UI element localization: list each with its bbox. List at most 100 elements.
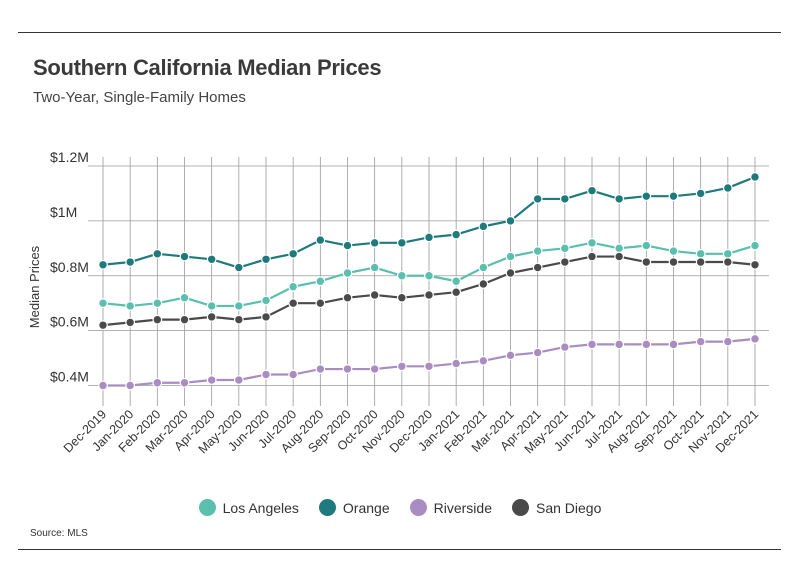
data-point-san-diego: [451, 287, 462, 298]
data-point-los-angeles: [342, 268, 353, 278]
data-point-riverside: [614, 339, 625, 350]
data-point-orange: [451, 229, 462, 240]
data-point-riverside: [587, 339, 597, 350]
legend-label: San Diego: [535, 499, 602, 516]
data-point-san-diego: [722, 257, 733, 267]
data-point-orange: [152, 248, 163, 259]
data-point-los-angeles: [722, 248, 733, 259]
chart-subtitle: Two-Year, Single-Family Homes: [33, 89, 246, 106]
data-point-los-angeles: [233, 301, 244, 311]
data-point-san-diego: [396, 292, 407, 303]
data-point-san-diego: [206, 312, 217, 322]
data-point-riverside: [532, 347, 543, 358]
data-point-los-angeles: [587, 237, 597, 248]
data-point-riverside: [451, 358, 462, 369]
data-point-los-angeles: [750, 240, 760, 251]
data-point-orange: [532, 194, 543, 204]
data-point-los-angeles: [505, 251, 516, 262]
data-point-san-diego: [587, 251, 597, 262]
data-point-san-diego: [125, 317, 136, 328]
legend-swatch: [318, 499, 336, 516]
data-point-orange: [261, 254, 271, 265]
data-point-riverside: [424, 361, 434, 372]
data-point-san-diego: [532, 262, 543, 273]
data-point-orange: [98, 259, 108, 270]
data-point-los-angeles: [695, 248, 706, 259]
data-point-san-diego: [668, 257, 679, 267]
chart-legend: Los Angeles Orange Riverside San Diego: [0, 499, 800, 516]
data-point-riverside: [505, 350, 516, 361]
data-point-san-diego: [505, 268, 516, 278]
data-point-riverside: [288, 369, 299, 380]
data-point-orange: [750, 172, 760, 182]
data-point-orange: [179, 251, 190, 262]
data-point-orange: [206, 254, 217, 265]
data-point-los-angeles: [451, 276, 462, 287]
y-tick-label: $0.6M: [50, 314, 89, 330]
data-point-san-diego: [288, 298, 299, 309]
data-point-riverside: [559, 342, 570, 352]
data-point-san-diego: [695, 257, 706, 267]
chart-title: Southern California Median Prices: [33, 55, 382, 80]
legend-swatch: [198, 499, 216, 516]
data-point-orange: [288, 248, 299, 259]
data-point-los-angeles: [641, 240, 652, 251]
data-point-los-angeles: [98, 298, 108, 309]
data-point-san-diego: [261, 312, 271, 322]
data-point-orange: [614, 194, 625, 204]
data-point-san-diego: [478, 279, 489, 289]
data-point-riverside: [125, 380, 136, 391]
data-point-los-angeles: [668, 246, 679, 256]
data-point-san-diego: [98, 320, 108, 331]
legend-item: Los Angeles: [198, 499, 299, 516]
data-point-riverside: [98, 380, 108, 391]
data-point-riverside: [261, 369, 271, 380]
data-point-los-angeles: [614, 243, 625, 254]
data-point-san-diego: [342, 292, 353, 303]
data-point-orange: [315, 235, 326, 245]
data-point-orange: [424, 232, 434, 243]
data-point-san-diego: [369, 290, 380, 300]
bottom-rule: [18, 549, 781, 550]
data-point-los-angeles: [559, 243, 570, 254]
data-point-san-diego: [424, 290, 434, 300]
data-point-orange: [505, 215, 516, 226]
data-point-riverside: [641, 339, 652, 350]
data-point-los-angeles: [152, 298, 163, 309]
data-point-riverside: [369, 364, 380, 374]
data-point-los-angeles: [315, 276, 326, 287]
data-point-los-angeles: [261, 295, 271, 306]
data-point-riverside: [478, 355, 489, 366]
data-point-los-angeles: [206, 301, 217, 311]
data-point-san-diego: [614, 251, 625, 262]
data-point-los-angeles: [288, 281, 299, 292]
data-point-orange: [369, 237, 380, 248]
data-point-orange: [722, 183, 733, 193]
data-point-los-angeles: [532, 246, 543, 256]
data-point-san-diego: [179, 314, 190, 325]
legend-swatch: [409, 499, 427, 516]
data-point-riverside: [233, 375, 244, 385]
top-rule: [18, 32, 781, 33]
legend-item: San Diego: [511, 499, 602, 516]
y-tick-label: $1.2M: [50, 149, 89, 165]
data-point-orange: [559, 194, 570, 204]
data-point-san-diego: [641, 257, 652, 267]
data-point-riverside: [396, 361, 407, 372]
data-point-riverside: [342, 364, 353, 374]
data-point-los-angeles: [478, 262, 489, 273]
data-point-san-diego: [750, 259, 760, 270]
data-point-san-diego: [233, 314, 244, 325]
data-point-riverside: [179, 377, 190, 388]
legend-swatch: [511, 499, 529, 516]
data-point-san-diego: [152, 314, 163, 325]
data-point-orange: [668, 191, 679, 202]
data-point-orange: [233, 262, 244, 273]
y-axis-label: Median Prices: [27, 245, 42, 328]
y-tick-label: $1M: [50, 204, 77, 220]
data-point-los-angeles: [125, 301, 136, 311]
legend-label: Orange: [342, 499, 390, 516]
data-point-los-angeles: [424, 270, 434, 281]
source-note: Source: MLS: [30, 528, 88, 539]
